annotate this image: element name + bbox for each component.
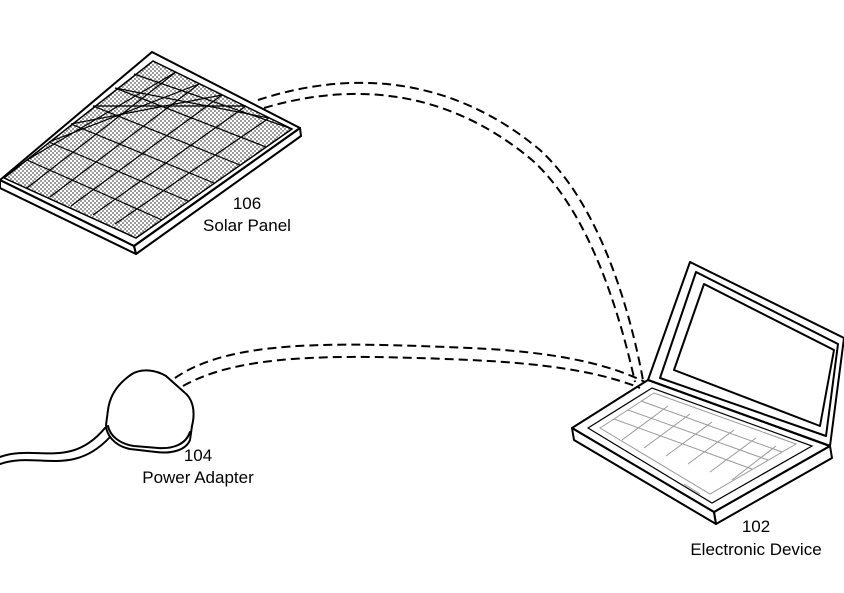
power-adapter-ref: 104 <box>184 446 212 465</box>
keyboard <box>599 392 798 495</box>
electronic-device-ref: 102 <box>742 517 770 536</box>
solar-panel-cable <box>257 81 644 383</box>
power-adapter-cable <box>174 343 646 389</box>
solar-panel <box>0 51 302 255</box>
electronic-device-label: Electronic Device <box>690 540 821 559</box>
solar-panel-ref: 106 <box>233 194 261 213</box>
power-adapter-label: Power Adapter <box>142 468 254 487</box>
solar-panel-label: Solar Panel <box>203 216 291 235</box>
electronic-device <box>571 261 844 525</box>
power-adapter <box>0 369 195 465</box>
